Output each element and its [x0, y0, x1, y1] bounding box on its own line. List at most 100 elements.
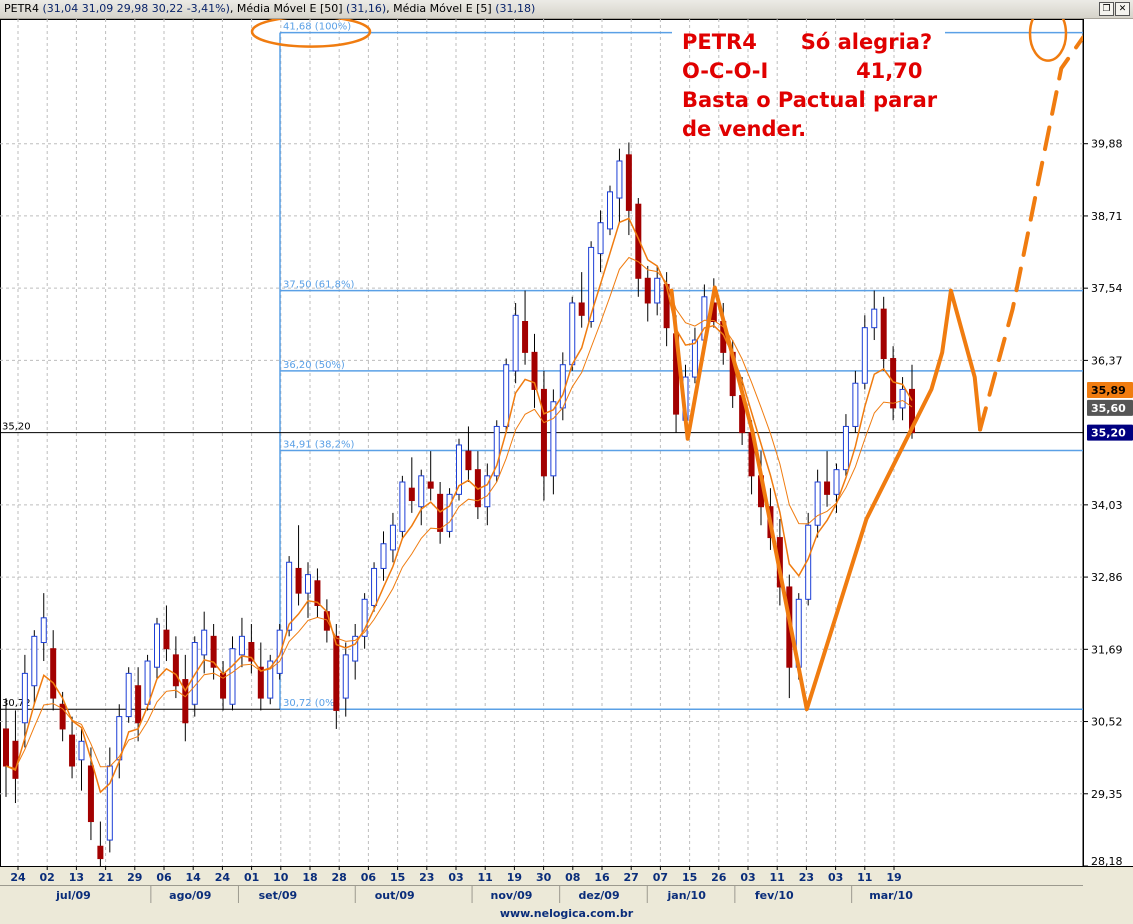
candle-body [691, 339, 698, 378]
candles [3, 142, 915, 884]
x-day-label: 21 [98, 871, 113, 884]
candle-body [182, 679, 189, 724]
x-day-label: 10 [273, 871, 289, 884]
y-tick-label: 37,54 [1091, 282, 1123, 295]
fib-level-label: 34,91 (38,2%) [283, 440, 354, 451]
candle-body [106, 765, 113, 841]
x-day-label: 03 [740, 871, 755, 884]
candle-body [540, 388, 547, 477]
close-window-icon[interactable]: ✕ [1115, 2, 1130, 16]
x-day-label: 15 [682, 871, 697, 884]
candle-body [635, 203, 642, 279]
target-highlight [1028, 19, 1068, 62]
fib-level-label: 37,50 (61,8%) [283, 280, 354, 291]
x-day-label: 14 [186, 871, 202, 884]
annotation-line-3: Basta o Pactual parar [682, 88, 938, 112]
candle-body [559, 364, 566, 409]
candle-body [597, 222, 604, 255]
x-day-label: 11 [770, 871, 785, 884]
candle-body [852, 382, 859, 427]
x-day-label: 06 [361, 871, 377, 884]
candle-body [21, 672, 28, 724]
candle-body [314, 580, 321, 606]
fibonacci-retracement: 41,68 (100%) 37,50 (61,8%) 36,20 (50%) 34,9… [250, 19, 1083, 710]
x-day-label: 28 [332, 871, 347, 884]
price-badge [1087, 382, 1133, 399]
candle-body [531, 351, 538, 390]
price-line-label: 30,72 [2, 698, 31, 709]
candle-body [522, 321, 529, 353]
ema50-line [5, 256, 913, 770]
candle-body [578, 302, 585, 316]
candle-body [78, 740, 85, 761]
x-day-label: 19 [507, 871, 522, 884]
candle-body [361, 598, 368, 637]
candle-body [588, 246, 595, 322]
x-month-label: out/09 [375, 889, 415, 902]
price-line-label: 35,20 [2, 422, 31, 433]
annotation-text: PETR4 Só alegria? O-C-O-I 41,70 Basta o … [682, 30, 938, 141]
candle-body [418, 475, 425, 508]
x-day-label: 03 [448, 871, 463, 884]
candle-body [456, 444, 462, 495]
x-month-label: mar/10 [869, 889, 913, 902]
candle-body [87, 765, 94, 823]
footer-site[interactable]: www.nelogica.com.br [499, 907, 634, 920]
price-badge-label: 35,60 [1091, 402, 1126, 415]
fib-level-label: 30,72 (0%) [283, 698, 339, 709]
candle-body [814, 481, 821, 526]
candle-body [408, 487, 415, 502]
candle-body [389, 524, 396, 551]
x-month-label: jul/09 [55, 889, 91, 902]
candle-body [210, 635, 217, 668]
x-day-label: 13 [69, 871, 84, 884]
fib-level-label: 41,68 (100%) [283, 22, 351, 33]
annotation-line-4: de vender. [682, 117, 806, 141]
candle-body [503, 364, 510, 427]
candle-body [607, 191, 613, 230]
x-day-label: 23 [419, 871, 434, 884]
ma50-value: (31,16) [346, 2, 387, 15]
x-day-label: 01 [244, 871, 259, 884]
candle-body [550, 401, 557, 477]
candle-body [569, 302, 576, 366]
y-tick-label: 32,86 [1091, 571, 1123, 584]
moving-averages [5, 217, 913, 794]
candle-body [31, 635, 38, 687]
y-axis-panel [1083, 19, 1133, 866]
candle-body [97, 845, 104, 860]
candle-body [465, 450, 472, 471]
y-tick-label: 29,35 [1091, 788, 1123, 801]
candle-body [12, 740, 19, 779]
x-day-label: 02 [40, 871, 55, 884]
x-month-label: jan/10 [667, 889, 707, 902]
candle-body [229, 648, 236, 705]
symbol-label: PETR4 [4, 2, 39, 15]
y-tick-label: 38,71 [1091, 210, 1123, 223]
candle-body [295, 567, 302, 594]
x-day-label: 24 [215, 871, 231, 884]
x-day-label: 24 [10, 871, 26, 884]
ema5-line [5, 217, 913, 794]
candle-body [286, 561, 293, 631]
candle-body [880, 308, 887, 360]
candle-body [50, 648, 57, 699]
x-day-label: 26 [711, 871, 727, 884]
candle-body [654, 277, 661, 304]
y-tick-label: 39,88 [1091, 138, 1123, 151]
candle-body [333, 635, 340, 711]
y-tick-label: 30,52 [1091, 716, 1123, 729]
candle-body [871, 308, 878, 329]
y-tick-label: 34,03 [1091, 499, 1123, 512]
footer: www.nelogica.com.br [0, 904, 1133, 924]
pattern-drawings [669, 35, 1085, 712]
candle-body [135, 685, 142, 724]
x-day-label: 06 [156, 871, 172, 884]
y-tick-label: 36,37 [1091, 354, 1123, 367]
candle-body [172, 654, 179, 687]
candle-body [833, 469, 840, 495]
restore-window-icon[interactable]: ❐ [1099, 2, 1114, 16]
x-day-label: 03 [828, 871, 843, 884]
x-day-label: 08 [565, 871, 580, 884]
candle-body [276, 629, 283, 674]
